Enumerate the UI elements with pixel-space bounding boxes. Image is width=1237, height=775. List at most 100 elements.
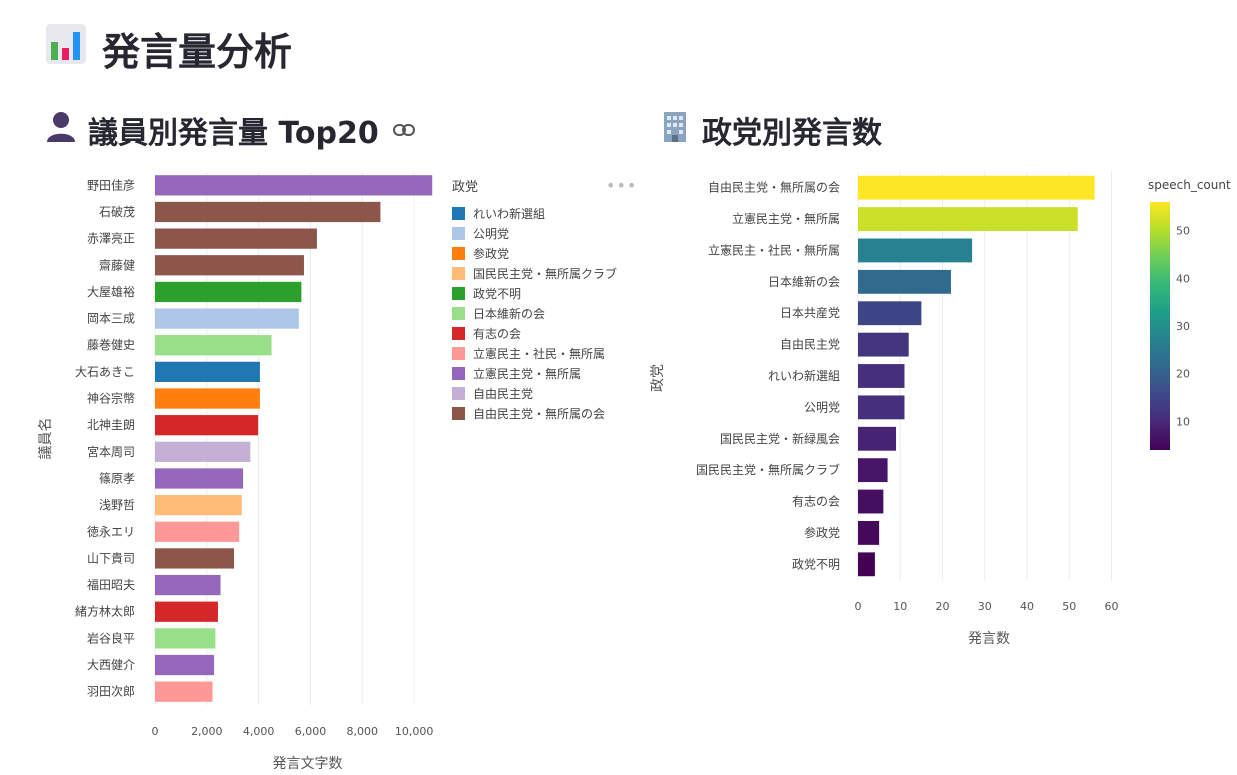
y-tick-label: 自由民主党・無所属の会 xyxy=(708,180,840,195)
legend-swatch xyxy=(452,386,465,400)
bar-chart-icon xyxy=(44,22,88,75)
y-tick-label: 大石あきこ xyxy=(75,365,135,379)
legend-swatch xyxy=(452,206,465,220)
y-tick-label: 有志の会 xyxy=(792,495,840,509)
parties-bar-chart[interactable]: 0 10 20 30 40 50 60 自由民主党・無所属の会立憲民主党・無所属立憲民主・社民… xyxy=(640,160,1140,660)
bar-石破茂 xyxy=(155,201,381,223)
party-legend[interactable]: 政党 れいわ新選組公明党参政党国民民主党・無所属クラブ政党不明日本維新の会有志の… xyxy=(452,176,617,423)
legend-item[interactable]: 政党不明 xyxy=(452,283,617,303)
legend-item[interactable]: れいわ新選組 xyxy=(452,203,617,223)
y-tick-label: れいわ新選組 xyxy=(768,368,840,383)
bar-政党不明 xyxy=(858,552,875,577)
y-tick-label: 日本共産党 xyxy=(780,305,840,320)
legend-title: 政党 xyxy=(452,180,479,195)
link-icon[interactable] xyxy=(392,118,415,142)
colorbar: 10 20 30 40 50 xyxy=(1150,202,1190,450)
y-tick-label: 立憲民主党・無所属 xyxy=(732,211,840,226)
bar-野田佳彦 xyxy=(155,175,433,196)
legend-swatch xyxy=(452,246,465,260)
y-tick-label: 立憲民主・社民・無所属 xyxy=(708,242,840,257)
y-tick-label: 浅野哲 xyxy=(99,498,135,512)
bar-浅野哲 xyxy=(155,494,242,516)
legend-item[interactable]: 参政党 xyxy=(452,243,617,263)
bar-日本共産党 xyxy=(858,301,922,326)
x-tick-label: 50 xyxy=(1062,600,1076,613)
legend-label: れいわ新選組 xyxy=(473,206,546,221)
legend-label: 立憲民主党・無所属 xyxy=(473,366,582,381)
y-tick-label: 山下貴司 xyxy=(87,551,135,565)
x-tick-label: 60 xyxy=(1105,600,1119,613)
colorbar-tick-label: 50 xyxy=(1176,225,1190,238)
legend-label: 日本維新の会 xyxy=(473,306,546,321)
bar-山下貴司 xyxy=(155,548,235,569)
y-tick-label: 齋藤健 xyxy=(99,257,135,272)
y-tick-label: 大屋雄裕 xyxy=(87,284,135,299)
members-section-title-text: 議員別発言量 Top20 xyxy=(88,116,379,151)
parties-section-title-text: 政党別発言数 xyxy=(702,116,882,151)
legend-label: 国民民主党・無所属クラブ xyxy=(473,266,618,281)
bar-大屋雄裕 xyxy=(155,281,302,303)
legend-swatch xyxy=(452,286,465,300)
legend-item[interactable]: 立憲民主・社民・無所属 xyxy=(452,343,617,363)
person-icon xyxy=(44,109,78,151)
y-tick-label: 岡本三成 xyxy=(87,312,135,326)
legend-swatch xyxy=(452,266,465,280)
x-tick-label: 10,000 xyxy=(395,725,434,738)
x-tick-label: 10 xyxy=(893,600,907,613)
bar-れいわ新選組 xyxy=(858,364,905,388)
y-tick-label: 徳永エリ xyxy=(87,524,135,539)
bar-公明党 xyxy=(858,395,905,420)
legend-item[interactable]: 自由民主党・無所属の会 xyxy=(452,403,617,423)
x-tick-label: 2,000 xyxy=(191,725,223,738)
y-tick-label: 国民民主党・新緑風会 xyxy=(720,431,840,446)
y-tick-label: 赤澤亮正 xyxy=(87,231,135,246)
y-tick-label: 福田昭夫 xyxy=(87,577,135,592)
legend-label: 自由民主党 xyxy=(473,386,534,401)
y-axis-label: 議員名 xyxy=(37,418,54,460)
y-tick-label: 藤巻健史 xyxy=(87,338,135,352)
legend-item[interactable]: 国民民主党・無所属クラブ xyxy=(452,263,617,283)
members-bar-chart[interactable]: 0 2,000 4,000 6,000 8,000 10,000 野田佳彦石破茂赤澤亮正齋藤… xyxy=(0,160,440,775)
legend-label: 参政党 xyxy=(473,246,510,261)
x-axis-label: 発言数 xyxy=(968,631,1010,647)
bar-徳永エリ xyxy=(155,521,240,542)
y-tick-label: 自由民主党 xyxy=(780,337,840,352)
page-title: 発言量分析 xyxy=(44,18,292,78)
bar-藤巻健史 xyxy=(155,335,272,356)
y-tick-label: 石破茂 xyxy=(99,204,135,219)
bar-緒方林太郎 xyxy=(155,601,218,622)
legend-swatch xyxy=(452,226,465,240)
bar-篠原孝 xyxy=(155,468,244,489)
bar-福田昭夫 xyxy=(155,574,221,596)
colorbar-title: speech_count xyxy=(1148,178,1231,192)
legend-item[interactable]: 自由民主党 xyxy=(452,383,617,403)
y-tick-label: 国民民主党・無所属クラブ xyxy=(696,462,840,477)
bar-赤澤亮正 xyxy=(155,228,317,249)
x-tick-label: 0 xyxy=(152,725,159,738)
bar-自由民主党・無所属の会 xyxy=(858,175,1095,200)
legend-item[interactable]: 立憲民主党・無所属 xyxy=(452,363,617,383)
parties-section-title: 政党別発言数 xyxy=(658,106,882,154)
legend-label: 立憲民主・社民・無所属 xyxy=(473,346,606,361)
bar-齋藤健 xyxy=(155,255,304,276)
y-tick-label: 大西健介 xyxy=(87,658,135,672)
x-tick-label: 0 xyxy=(855,600,862,613)
bar-有志の会 xyxy=(858,489,884,514)
y-tick-label: 緒方林太郎 xyxy=(75,604,135,619)
bar-神谷宗幣 xyxy=(155,388,260,409)
page-title-text: 発言量分析 xyxy=(102,29,293,74)
y-tick-label: 野田佳彦 xyxy=(87,177,135,192)
colorbar-tick-label: 40 xyxy=(1176,272,1190,285)
bar-大石あきこ xyxy=(155,361,260,383)
legend-swatch xyxy=(452,406,465,420)
legend-item[interactable]: 有志の会 xyxy=(452,323,617,343)
x-tick-label: 8,000 xyxy=(347,725,379,738)
y-tick-label: 岩谷良平 xyxy=(87,630,135,645)
legend-item[interactable]: 公明党 xyxy=(452,223,617,243)
x-tick-label: 40 xyxy=(1020,600,1034,613)
bar-北神圭朗 xyxy=(155,415,259,436)
legend-item[interactable]: 日本維新の会 xyxy=(452,303,617,323)
bar-岩谷良平 xyxy=(155,628,216,649)
more-options-icon[interactable]: ••• xyxy=(606,176,638,195)
y-tick-label: 公明党 xyxy=(804,399,840,414)
